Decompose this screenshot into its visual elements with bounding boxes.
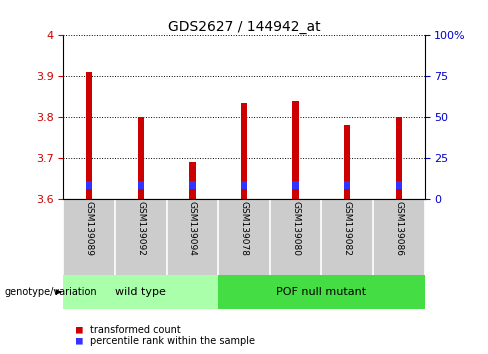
Text: genotype/variation: genotype/variation — [5, 287, 98, 297]
Bar — [189, 181, 196, 189]
Bar — [292, 181, 299, 189]
Bar — [86, 181, 92, 189]
Text: ■: ■ — [76, 325, 82, 335]
Bar — [396, 117, 402, 199]
Bar — [189, 162, 196, 199]
Bar — [241, 103, 247, 199]
Bar — [292, 101, 299, 199]
Title: GDS2627 / 144942_at: GDS2627 / 144942_at — [168, 21, 320, 34]
Text: GSM139089: GSM139089 — [85, 201, 94, 256]
Bar — [344, 125, 350, 199]
Text: transformed count: transformed count — [90, 325, 181, 335]
Bar — [138, 181, 144, 189]
Bar — [63, 275, 218, 309]
Bar — [218, 275, 425, 309]
Text: GSM139086: GSM139086 — [394, 201, 403, 256]
Text: GSM139082: GSM139082 — [343, 201, 352, 256]
Bar — [138, 117, 144, 199]
Text: POF null mutant: POF null mutant — [276, 287, 366, 297]
Bar — [344, 181, 350, 189]
Text: wild type: wild type — [115, 287, 166, 297]
Text: GSM139080: GSM139080 — [291, 201, 300, 256]
Text: GSM139094: GSM139094 — [188, 201, 197, 256]
Bar — [86, 72, 92, 199]
Bar — [396, 181, 402, 189]
Text: percentile rank within the sample: percentile rank within the sample — [90, 336, 255, 346]
Text: ■: ■ — [76, 336, 82, 346]
Text: GSM139092: GSM139092 — [136, 201, 145, 256]
Text: GSM139078: GSM139078 — [240, 201, 248, 256]
Bar — [241, 181, 247, 189]
